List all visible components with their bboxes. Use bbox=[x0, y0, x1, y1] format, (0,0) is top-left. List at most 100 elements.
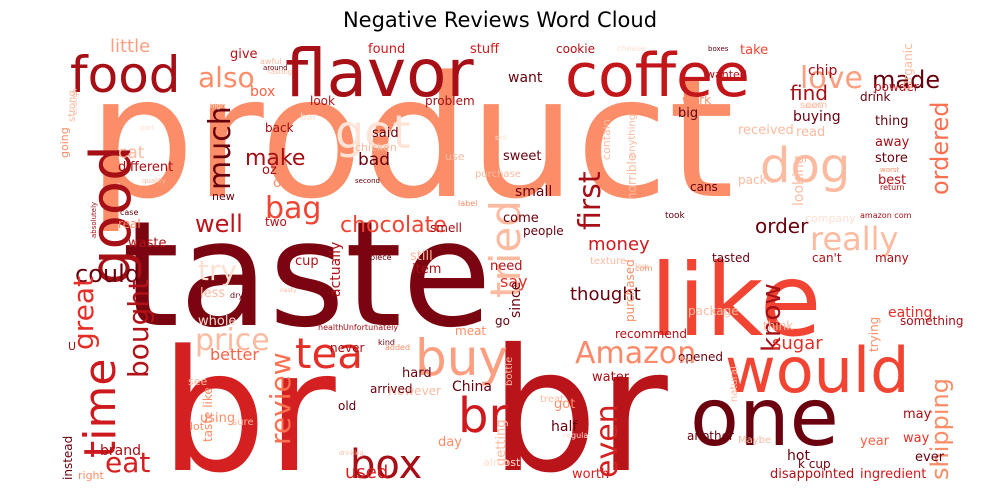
word-money: money bbox=[588, 234, 650, 255]
word-whole: whole bbox=[198, 314, 236, 329]
word-take: take bbox=[740, 43, 768, 58]
word-label: label bbox=[458, 199, 477, 208]
word-ever: ever bbox=[915, 450, 945, 465]
word-half: half bbox=[551, 419, 578, 435]
word-get: get bbox=[335, 105, 411, 159]
chart-title: Negative Reviews Word Cloud bbox=[342, 8, 658, 32]
word-taste-like: taste like bbox=[201, 387, 215, 442]
word-nasty: nasty bbox=[280, 287, 297, 294]
word-arrived: arrived bbox=[370, 382, 412, 396]
word-less: less bbox=[200, 286, 225, 301]
word-unfortunately: Unfortunately bbox=[343, 323, 398, 332]
word-enough: enough bbox=[71, 89, 79, 115]
word-lot: lot bbox=[190, 420, 205, 433]
word-purchase: purchase bbox=[475, 169, 521, 180]
word-strong: strong bbox=[67, 90, 78, 122]
word-cheese: cheese bbox=[617, 44, 645, 53]
word-actually: actually bbox=[328, 242, 344, 297]
word-see: see bbox=[188, 375, 207, 388]
word-could: could bbox=[75, 260, 140, 288]
word-thought: thought bbox=[570, 284, 641, 305]
word-china: China bbox=[452, 379, 492, 395]
word-cup: cup bbox=[295, 254, 319, 269]
word-piece: piece bbox=[370, 253, 392, 262]
word-like: like bbox=[650, 242, 821, 359]
word-br: br bbox=[490, 313, 668, 500]
word-best: best bbox=[878, 173, 906, 188]
word-chicken: chicken bbox=[355, 141, 397, 154]
word-seem: seem bbox=[805, 103, 822, 110]
word-sell: sell bbox=[495, 134, 507, 142]
word-amazon: Amazon bbox=[575, 336, 696, 371]
word-new: new bbox=[212, 190, 235, 203]
word-year: year bbox=[860, 434, 890, 449]
word-organic: Organic bbox=[901, 43, 915, 90]
word-recommend: recommend bbox=[615, 327, 687, 341]
word-worth: worth bbox=[572, 467, 609, 482]
word-two: two bbox=[265, 215, 287, 229]
word-think: think bbox=[763, 319, 793, 333]
word-opened: opened bbox=[678, 350, 723, 364]
word-made: made bbox=[872, 66, 940, 94]
word-health: health bbox=[318, 323, 343, 332]
word-worst: worst bbox=[880, 166, 900, 174]
word-bottle: bottle bbox=[504, 357, 515, 386]
word-small: small bbox=[515, 184, 552, 200]
word-better: better bbox=[210, 345, 259, 364]
word-texture: texture bbox=[590, 256, 626, 267]
word-little: little bbox=[110, 36, 150, 57]
word-received: received bbox=[738, 123, 794, 138]
word-make: make bbox=[245, 146, 305, 171]
word-case: case bbox=[120, 208, 138, 217]
word-ingredient: ingredient bbox=[860, 467, 926, 482]
word-took: took bbox=[665, 211, 686, 221]
word-would: would bbox=[725, 334, 910, 407]
word-time: time bbox=[75, 359, 126, 458]
word-waste: waste bbox=[128, 236, 166, 251]
word-low: low bbox=[635, 262, 649, 271]
word-eating: eating bbox=[888, 305, 932, 321]
word-use: use bbox=[445, 150, 465, 163]
word-u: U bbox=[68, 340, 76, 353]
word-buy: buy bbox=[415, 329, 508, 387]
word-brand: brand bbox=[100, 443, 141, 459]
word-seem: seem bbox=[800, 100, 827, 111]
word-found: found bbox=[368, 42, 405, 57]
word-smell: smell bbox=[430, 221, 462, 235]
word-got: got bbox=[554, 397, 575, 412]
word-tasting: tasting bbox=[268, 68, 292, 76]
word-tasted: tasted bbox=[712, 251, 750, 265]
word-hot: hot bbox=[787, 448, 810, 464]
word-come: come bbox=[503, 211, 539, 226]
word-horrible: horrible bbox=[625, 154, 639, 200]
word-getting: getting bbox=[494, 419, 509, 466]
word-awful: awful bbox=[260, 57, 282, 66]
word-trying: trying bbox=[867, 317, 881, 352]
word-flavor: flavor bbox=[285, 35, 474, 112]
word-ordered: ordered bbox=[926, 102, 954, 195]
word-tried: tried bbox=[481, 200, 530, 298]
word-good: good bbox=[79, 145, 144, 285]
word-sugar: sugar bbox=[772, 333, 823, 354]
word-going: going bbox=[58, 127, 71, 158]
word-shipping: shipping bbox=[926, 378, 954, 480]
word-read: read bbox=[796, 125, 825, 140]
word-thing: thing bbox=[875, 114, 908, 129]
word-may: may bbox=[903, 407, 932, 422]
word-box: box bbox=[250, 84, 275, 100]
word-meat: meat bbox=[455, 324, 486, 338]
word-stuff: stuff bbox=[470, 42, 500, 57]
word-almost: almost bbox=[483, 456, 521, 469]
word-added: added bbox=[385, 343, 410, 352]
word-bag: bag bbox=[265, 191, 321, 226]
word-cat: cat bbox=[118, 143, 145, 163]
word-package: package bbox=[688, 304, 739, 318]
word-taste: taste bbox=[122, 190, 492, 360]
word-around: around bbox=[263, 64, 288, 72]
word-big: big bbox=[678, 106, 698, 121]
word-eat: eat bbox=[105, 446, 150, 479]
word-way: way bbox=[903, 431, 930, 446]
word-review: review bbox=[264, 352, 297, 445]
